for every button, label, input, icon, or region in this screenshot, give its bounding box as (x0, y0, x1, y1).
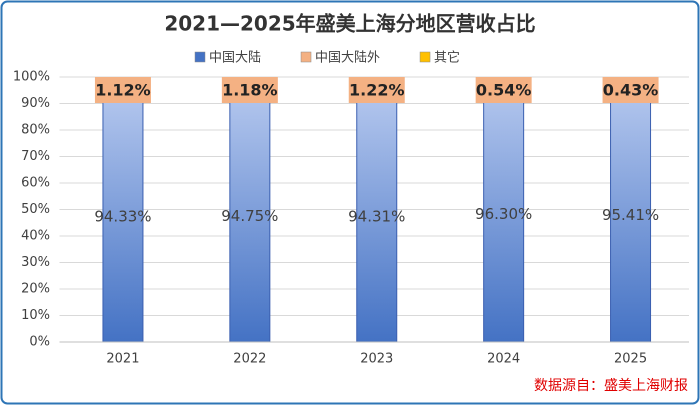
legend-swatch (194, 51, 206, 63)
y-tick-label: 70% (21, 149, 50, 164)
x-tick-label: 2025 (614, 352, 647, 367)
legend-swatch (300, 51, 312, 63)
data-label-box (221, 77, 278, 103)
bar-segment (483, 86, 525, 343)
bar-segment (610, 88, 652, 343)
y-tick-label: 10% (21, 308, 50, 323)
data-label: 94.31% (348, 208, 405, 226)
legend-label: 其它 (434, 50, 460, 66)
y-tick-label: 20% (21, 282, 50, 297)
bar-segment (229, 90, 271, 343)
x-tick-label: 2022 (233, 352, 266, 367)
data-label-box (94, 77, 151, 103)
data-label: 0.43% (603, 81, 659, 100)
y-tick-label: 0% (29, 335, 50, 350)
y-tick-label: 50% (21, 202, 50, 217)
data-label: 1.22% (349, 81, 405, 100)
legend-swatch (419, 51, 431, 63)
y-tick-label: 60% (21, 176, 50, 191)
y-tick-label: 80% (21, 123, 50, 138)
data-label: 0.54% (476, 81, 532, 100)
y-tick-label: 90% (21, 96, 50, 111)
x-tick-label: 2024 (487, 352, 520, 367)
data-label-box (475, 77, 532, 103)
data-label: 95.41% (602, 206, 659, 224)
chart-title: 2021—2025年盛美上海分地区营收占比 (164, 12, 535, 36)
legend-label: 中国大陆 (209, 50, 261, 66)
y-tick-label: 30% (21, 255, 50, 270)
y-tick-label: 40% (21, 229, 50, 244)
data-label: 96.30% (475, 205, 532, 223)
data-label-box (602, 77, 659, 103)
bar-segment (102, 91, 144, 343)
data-label-box (348, 77, 405, 103)
data-label: 1.18% (222, 81, 278, 100)
data-label: 94.33% (94, 208, 151, 226)
data-label: 94.75% (221, 207, 278, 225)
y-tick-label: 100% (13, 70, 50, 85)
data-label: 1.12% (95, 81, 151, 100)
source: 数据源自：盛美上海财报 (534, 378, 688, 394)
x-tick-label: 2021 (106, 352, 139, 367)
x-tick-label: 2023 (360, 352, 393, 367)
legend-label: 中国大陆外 (315, 50, 380, 66)
bar-segment (356, 91, 398, 343)
